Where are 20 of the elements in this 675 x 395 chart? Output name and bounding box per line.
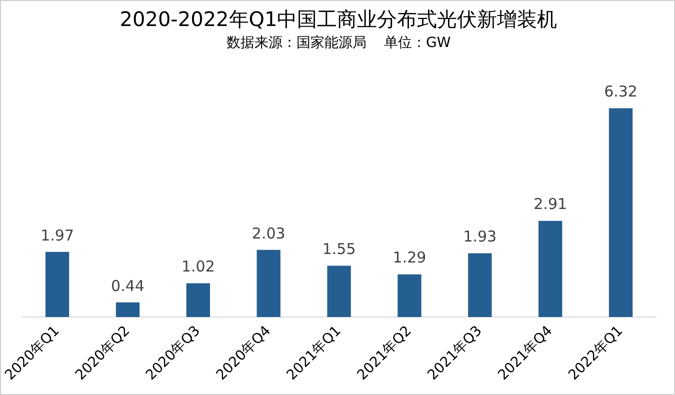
bar	[256, 250, 280, 317]
bar	[468, 253, 492, 317]
data-label: 2.91	[534, 195, 568, 214]
data-label: 0.44	[111, 276, 144, 295]
data-label: 1.97	[40, 226, 74, 244]
bar	[186, 283, 210, 317]
data-label: 1.29	[392, 248, 426, 267]
bar	[116, 302, 140, 317]
chart-title: 2020-2022年Q1中国工商业分布式光伏新增装机	[120, 7, 558, 32]
bar	[327, 266, 351, 317]
bar	[45, 252, 70, 317]
data-label: 1.55	[322, 240, 356, 258]
bar	[398, 274, 422, 317]
data-label: 6.32	[604, 82, 638, 101]
bar	[538, 220, 562, 317]
data-label: 2.03	[252, 224, 286, 242]
bar	[608, 108, 633, 317]
data-label: 1.93	[463, 228, 497, 246]
chart-subtitle: 数据来源：国家能源局 单位：GW	[226, 35, 451, 52]
data-label: 1.02	[181, 258, 215, 276]
